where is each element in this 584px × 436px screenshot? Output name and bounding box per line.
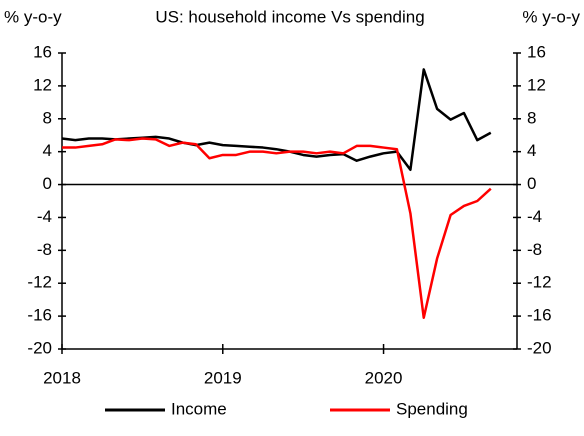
y-axis-label: % y-o-y	[4, 7, 62, 26]
y-tick-label: -12	[27, 273, 52, 292]
y-tick-label: 8	[43, 108, 52, 127]
y2-tick-label: 8	[527, 108, 536, 127]
y2-tick-label: 16	[527, 42, 546, 61]
line-series	[61, 68, 492, 172]
chart-title: US: household income Vs spending	[155, 7, 424, 26]
y-tick-label: 12	[33, 75, 52, 94]
x-tick-label: 2020	[365, 368, 403, 387]
y2-tick-label: -16	[527, 306, 552, 325]
y-tick-label: -20	[27, 338, 52, 357]
legend-label: Spending	[396, 399, 468, 418]
y-tick-label: -16	[27, 306, 52, 325]
line-series	[62, 137, 492, 320]
y-tick-label: -8	[37, 240, 52, 259]
y-tick-label: -4	[37, 207, 52, 226]
y2-axis-label: % y-o-y	[522, 7, 580, 26]
y2-tick-label: -8	[527, 240, 542, 259]
y2-tick-label: -20	[527, 338, 552, 357]
x-tick-label: 2018	[43, 368, 81, 387]
y-tick-label: 0	[43, 174, 52, 193]
y-tick-label: 16	[33, 42, 52, 61]
y2-tick-label: 12	[527, 75, 546, 94]
legend-label: Income	[171, 399, 227, 418]
y2-tick-label: -4	[527, 207, 542, 226]
y-tick-label: 4	[43, 141, 52, 160]
y2-tick-label: 4	[527, 141, 536, 160]
y2-tick-label: -12	[527, 273, 552, 292]
y2-tick-label: 0	[527, 174, 536, 193]
x-tick-label: 2019	[204, 368, 242, 387]
